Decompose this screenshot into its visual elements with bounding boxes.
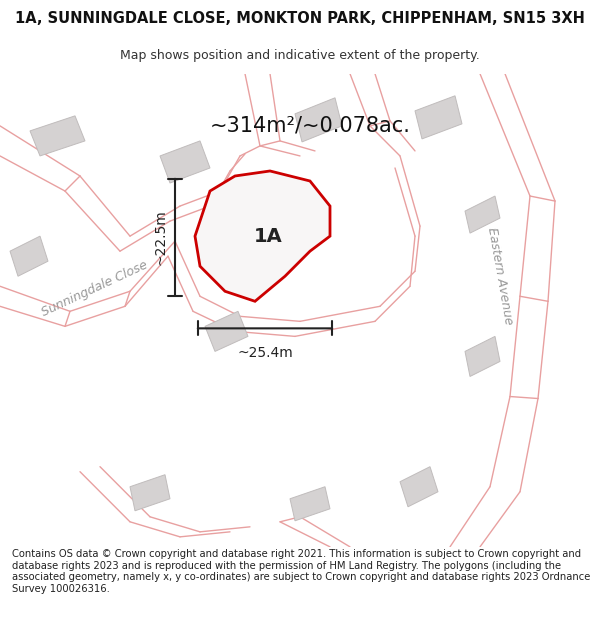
Text: 1A, SUNNINGDALE CLOSE, MONKTON PARK, CHIPPENHAM, SN15 3XH: 1A, SUNNINGDALE CLOSE, MONKTON PARK, CHI… <box>15 11 585 26</box>
Text: ~314m²/~0.078ac.: ~314m²/~0.078ac. <box>209 116 410 136</box>
Polygon shape <box>230 238 285 294</box>
Polygon shape <box>30 116 85 156</box>
Polygon shape <box>195 171 330 301</box>
Polygon shape <box>160 141 210 183</box>
Text: 1A: 1A <box>254 227 283 246</box>
Polygon shape <box>10 236 48 276</box>
Polygon shape <box>400 467 438 507</box>
Text: Contains OS data © Crown copyright and database right 2021. This information is : Contains OS data © Crown copyright and d… <box>12 549 590 594</box>
Polygon shape <box>465 336 500 376</box>
Polygon shape <box>465 196 500 233</box>
Text: Map shows position and indicative extent of the property.: Map shows position and indicative extent… <box>120 49 480 62</box>
Polygon shape <box>295 98 342 142</box>
Polygon shape <box>415 96 462 139</box>
Polygon shape <box>205 311 248 351</box>
Text: ~25.4m: ~25.4m <box>237 346 293 361</box>
Text: ~22.5m: ~22.5m <box>153 209 167 265</box>
Text: Eastern Avenue: Eastern Avenue <box>485 226 515 326</box>
Polygon shape <box>290 487 330 521</box>
Text: Sunningdale Close: Sunningdale Close <box>40 258 150 319</box>
Polygon shape <box>130 475 170 511</box>
